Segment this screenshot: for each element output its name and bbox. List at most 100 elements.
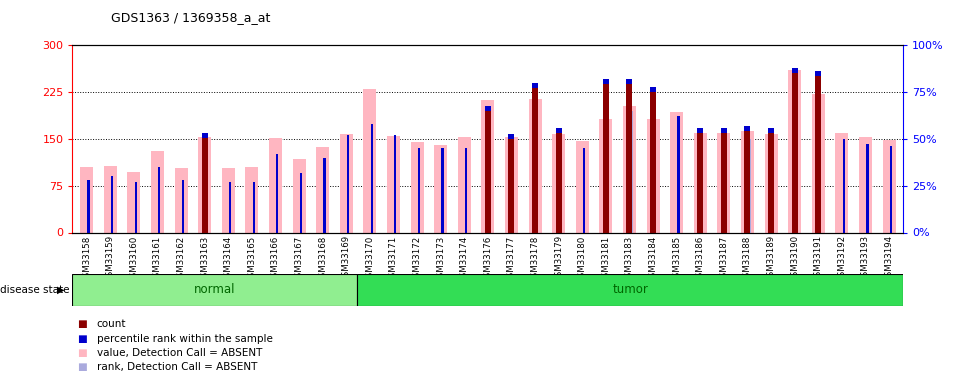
- Text: normal: normal: [194, 283, 236, 296]
- Bar: [532, 82, 538, 87]
- Bar: [417, 148, 420, 232]
- Bar: [111, 176, 113, 232]
- Bar: [890, 146, 893, 232]
- Bar: [363, 89, 377, 232]
- Bar: [582, 148, 585, 232]
- Bar: [607, 135, 609, 232]
- Text: ▶: ▶: [57, 285, 65, 295]
- Bar: [347, 135, 350, 232]
- Bar: [394, 135, 396, 232]
- Text: rank, Detection Call = ABSENT: rank, Detection Call = ABSENT: [97, 362, 257, 372]
- Bar: [623, 106, 636, 232]
- Bar: [627, 79, 633, 84]
- Bar: [324, 158, 326, 232]
- Text: ■: ■: [77, 362, 87, 372]
- Bar: [646, 119, 660, 232]
- Bar: [458, 137, 470, 232]
- Bar: [508, 139, 514, 232]
- Bar: [276, 154, 278, 232]
- Bar: [434, 145, 447, 232]
- Bar: [324, 158, 326, 232]
- Text: GDS1363 / 1369358_a_at: GDS1363 / 1369358_a_at: [111, 11, 270, 24]
- Bar: [111, 176, 113, 232]
- Bar: [582, 148, 585, 232]
- Bar: [347, 135, 350, 232]
- Bar: [269, 138, 282, 232]
- Bar: [694, 132, 707, 232]
- Bar: [485, 106, 491, 111]
- Bar: [677, 116, 680, 232]
- Bar: [465, 148, 468, 232]
- Bar: [252, 182, 255, 232]
- Bar: [387, 136, 400, 232]
- Bar: [842, 139, 845, 232]
- Text: ■: ■: [77, 348, 87, 358]
- Bar: [299, 172, 302, 232]
- Bar: [867, 144, 868, 232]
- Bar: [768, 128, 774, 132]
- Text: ■: ■: [77, 320, 87, 329]
- Bar: [576, 141, 588, 232]
- Bar: [293, 159, 305, 232]
- Bar: [599, 119, 612, 232]
- Bar: [489, 116, 491, 232]
- Bar: [721, 128, 726, 132]
- Bar: [202, 138, 208, 232]
- Bar: [650, 92, 656, 232]
- Bar: [128, 172, 140, 232]
- Bar: [441, 148, 443, 232]
- Bar: [721, 132, 726, 232]
- Bar: [80, 167, 93, 232]
- Bar: [768, 132, 774, 232]
- Bar: [411, 142, 423, 232]
- Bar: [229, 182, 231, 232]
- Bar: [299, 172, 302, 232]
- Bar: [316, 147, 329, 232]
- Bar: [87, 180, 90, 232]
- Bar: [697, 128, 703, 132]
- Bar: [357, 274, 903, 306]
- Bar: [528, 99, 542, 232]
- Bar: [134, 182, 137, 232]
- Bar: [222, 168, 235, 232]
- Bar: [481, 100, 495, 232]
- Bar: [677, 116, 680, 232]
- Bar: [724, 139, 726, 232]
- Bar: [532, 87, 538, 232]
- Bar: [811, 94, 825, 232]
- Bar: [792, 68, 798, 73]
- Bar: [764, 134, 778, 232]
- Bar: [72, 274, 357, 306]
- Text: percentile rank within the sample: percentile rank within the sample: [97, 334, 272, 344]
- Bar: [718, 132, 730, 232]
- Bar: [417, 148, 420, 232]
- Bar: [772, 139, 774, 232]
- Bar: [371, 124, 373, 232]
- Bar: [206, 139, 208, 232]
- Bar: [555, 132, 561, 232]
- Bar: [151, 151, 164, 232]
- Text: tumor: tumor: [612, 283, 648, 296]
- Bar: [748, 139, 751, 232]
- Bar: [485, 111, 491, 232]
- Bar: [508, 134, 514, 139]
- Bar: [134, 182, 137, 232]
- Bar: [697, 132, 703, 232]
- Bar: [158, 167, 160, 232]
- Bar: [512, 139, 515, 232]
- Bar: [630, 111, 633, 232]
- Bar: [745, 131, 751, 232]
- Bar: [553, 134, 565, 232]
- Bar: [890, 146, 893, 232]
- Bar: [650, 87, 656, 92]
- Bar: [536, 111, 538, 232]
- Bar: [182, 180, 185, 232]
- Bar: [859, 137, 872, 232]
- Bar: [202, 132, 208, 138]
- Bar: [245, 167, 258, 232]
- Bar: [654, 116, 656, 232]
- Bar: [788, 70, 801, 232]
- Text: count: count: [97, 320, 127, 329]
- Bar: [465, 148, 468, 232]
- Bar: [441, 148, 443, 232]
